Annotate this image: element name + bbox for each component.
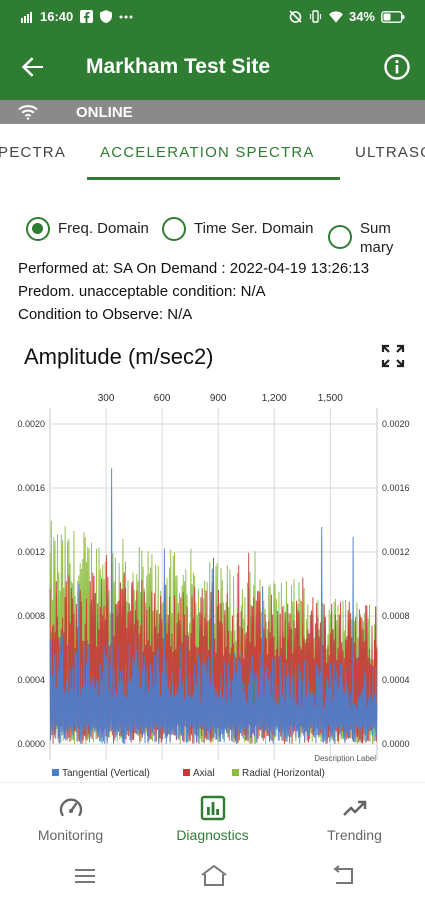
chart-legend: Tangential (Vertical) Axial Radial (Horizo… — [52, 768, 325, 779]
wifi-icon — [18, 104, 38, 120]
y-tick-label-left: 0.0016 — [17, 483, 45, 493]
tab-pectra[interactable]: PECTRA — [0, 144, 67, 161]
nav-monitoring[interactable]: Monitoring — [0, 783, 141, 853]
x-tick-label: 600 — [154, 393, 171, 404]
chart-description-label: Description Label — [314, 754, 376, 763]
expand-icon[interactable] — [380, 343, 406, 369]
nav-diagnostics[interactable]: Diagnostics — [142, 783, 283, 853]
y-tick-label-right: 0.0016 — [382, 483, 410, 493]
nav-trending[interactable]: Trending — [284, 783, 425, 853]
y-tick-label-left: 0.0000 — [17, 739, 45, 749]
tab-acceleration-spectra[interactable]: ACCELERATION SPECTRA — [100, 144, 315, 161]
radio-time-series-domain[interactable]: Time Ser. Domain — [162, 217, 313, 241]
y-tick-label-left: 0.0012 — [17, 547, 45, 557]
legend-label: Tangential (Vertical) — [62, 768, 150, 779]
y-tick-label-right: 0.0004 — [382, 675, 410, 685]
legend-swatch — [232, 769, 239, 776]
x-tick-label: 1,200 — [262, 393, 287, 404]
home-icon[interactable] — [200, 864, 227, 888]
gauge-icon — [58, 795, 84, 821]
y-tick-label-left: 0.0004 — [17, 675, 45, 685]
back-icon[interactable] — [330, 864, 356, 888]
menu-icon[interactable] — [72, 864, 98, 888]
series-tangential-vertical — [49, 468, 378, 744]
facebook-icon — [79, 10, 93, 24]
signal-4g-icon — [20, 10, 34, 24]
radio-selected-indicator — [26, 217, 50, 241]
domain-radio-group: Freq. Domain Time Ser. Domain Sum mary — [0, 210, 425, 260]
vibrate-icon — [309, 10, 323, 24]
status-time: 16:40 — [40, 9, 74, 24]
shield-icon — [99, 10, 113, 24]
chart-title: Amplitude (m/sec2) — [24, 344, 214, 369]
x-tick-label: 300 — [98, 393, 115, 404]
arrow-left-icon[interactable] — [18, 52, 48, 82]
predominant-condition-text: Predom. unacceptable condition: N/A — [18, 283, 266, 300]
radio-label: Time Ser. Domain — [194, 220, 314, 237]
nav-label: Monitoring — [37, 827, 104, 843]
condition-to-observe-text: Condition to Observe: N/A — [18, 306, 193, 323]
radio-label: Sum mary — [360, 220, 394, 256]
connection-status-bar: ONLINE — [0, 100, 425, 124]
y-tick-label-left: 0.0008 — [17, 611, 45, 621]
nav-label: Trending — [327, 827, 382, 843]
y-tick-label-left: 0.0020 — [17, 419, 45, 429]
info-circle-icon[interactable] — [383, 53, 411, 81]
connection-status-text: ONLINE — [76, 104, 133, 121]
x-tick-label: 900 — [210, 393, 227, 404]
alarm-off-icon — [289, 10, 303, 24]
legend-label: Axial — [193, 768, 215, 779]
radio-label: Freq. Domain — [58, 220, 149, 237]
series-line — [49, 468, 378, 744]
legend-label: Radial (Horizontal) — [242, 768, 325, 779]
radio-summary[interactable]: Sum mary — [328, 220, 393, 257]
bar-chart-icon — [200, 795, 226, 821]
y-tick-label-right: 0.0008 — [382, 611, 410, 621]
y-tick-label-right: 0.0012 — [382, 547, 410, 557]
battery-icon — [381, 10, 405, 24]
battery-percent: 34% — [348, 9, 375, 24]
nav-label: Diagnostics — [176, 827, 249, 843]
tab-ultrasound[interactable]: ULTRASO — [355, 144, 425, 161]
trending-up-icon — [342, 795, 368, 821]
y-axis-ticks: 0.0000 0.0000 0.0004 0.0004 0.0008 0.0008 0.00… — [17, 419, 409, 749]
y-tick-label-right: 0.0000 — [382, 739, 410, 749]
x-axis-ticks: 300 600 900 1,200 1,500 — [98, 393, 344, 404]
more-icon — [119, 10, 133, 24]
wifi-status-icon — [328, 10, 343, 24]
legend-swatch — [183, 769, 190, 776]
x-tick-label: 1,500 — [318, 393, 343, 404]
spectra-tabs: PECTRA ACCELERATION SPECTRA ULTRASO — [0, 124, 425, 180]
performed-at-text: Performed at: SA On Demand : 2022-04-19 … — [18, 260, 370, 277]
legend-swatch — [52, 769, 59, 776]
radio-unselected-indicator — [162, 217, 186, 241]
y-tick-label-right: 0.0020 — [382, 419, 410, 429]
bottom-navigation: Monitoring Diagnostics Trending — [0, 782, 425, 852]
active-tab-indicator — [87, 177, 340, 180]
page-title: Markham Test Site — [86, 55, 271, 78]
app-bar: Markham Test Site — [0, 34, 425, 100]
radio-unselected-indicator — [328, 225, 352, 249]
radio-freq-domain[interactable]: Freq. Domain — [26, 217, 149, 241]
system-navigation-bar — [0, 852, 425, 900]
status-bar: 16:40 34% — [0, 0, 425, 34]
